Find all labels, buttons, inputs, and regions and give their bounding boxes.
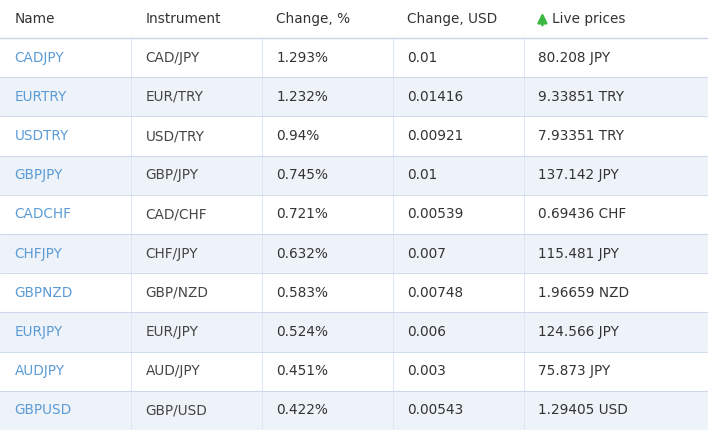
Text: 137.142 JPY: 137.142 JPY [538, 168, 620, 182]
Text: 0.94%: 0.94% [276, 129, 320, 143]
Text: AUDJPY: AUDJPY [14, 364, 64, 378]
Text: Change, USD: Change, USD [407, 12, 498, 26]
Text: CAD/JPY: CAD/JPY [145, 51, 200, 64]
Text: GBPJPY: GBPJPY [14, 168, 63, 182]
Bar [0, 117, 708, 156]
Text: 0.003: 0.003 [407, 364, 446, 378]
Text: USDTRY: USDTRY [14, 129, 69, 143]
Text: Live prices: Live prices [552, 12, 626, 26]
Text: GBP/USD: GBP/USD [145, 403, 207, 418]
Text: 0.00748: 0.00748 [407, 286, 464, 300]
Text: USD/TRY: USD/TRY [145, 129, 205, 143]
Text: EUR/TRY: EUR/TRY [145, 90, 203, 104]
Text: CHFJPY: CHFJPY [14, 246, 62, 261]
Text: 0.451%: 0.451% [276, 364, 329, 378]
Text: GBP/JPY: GBP/JPY [145, 168, 198, 182]
Bar [0, 313, 708, 352]
Text: 0.006: 0.006 [407, 325, 446, 339]
Text: 1.293%: 1.293% [276, 51, 329, 64]
Bar [0, 195, 708, 234]
Text: 124.566 JPY: 124.566 JPY [538, 325, 620, 339]
Text: Instrument: Instrument [145, 12, 221, 26]
Bar [0, 38, 708, 77]
Text: 1.96659 NZD: 1.96659 NZD [538, 286, 629, 300]
Text: 0.01: 0.01 [407, 51, 438, 64]
Text: Name: Name [14, 12, 55, 26]
Bar [0, 0, 708, 38]
Text: 9.33851 TRY: 9.33851 TRY [538, 90, 624, 104]
Text: 0.422%: 0.422% [276, 403, 329, 418]
Text: 80.208 JPY: 80.208 JPY [538, 51, 610, 64]
Bar [0, 352, 708, 391]
Text: Change, %: Change, % [276, 12, 350, 26]
Text: 0.721%: 0.721% [276, 207, 329, 221]
Text: 0.524%: 0.524% [276, 325, 329, 339]
Text: CHF/JPY: CHF/JPY [145, 246, 198, 261]
Text: GBPUSD: GBPUSD [14, 403, 72, 418]
Text: AUD/JPY: AUD/JPY [145, 364, 200, 378]
Text: CADCHF: CADCHF [14, 207, 72, 221]
Text: GBP/NZD: GBP/NZD [145, 286, 208, 300]
Text: 115.481 JPY: 115.481 JPY [538, 246, 620, 261]
Text: GBPNZD: GBPNZD [14, 286, 73, 300]
Text: 0.632%: 0.632% [276, 246, 329, 261]
Text: 0.00539: 0.00539 [407, 207, 464, 221]
Text: 0.007: 0.007 [407, 246, 446, 261]
Bar [0, 273, 708, 313]
Text: 75.873 JPY: 75.873 JPY [538, 364, 611, 378]
Text: EURTRY: EURTRY [14, 90, 67, 104]
Text: 0.00543: 0.00543 [407, 403, 464, 418]
Text: 0.583%: 0.583% [276, 286, 329, 300]
Text: 0.745%: 0.745% [276, 168, 329, 182]
Text: 0.69436 CHF: 0.69436 CHF [538, 207, 627, 221]
Text: 0.01416: 0.01416 [407, 90, 464, 104]
Bar [0, 234, 708, 273]
Text: 0.01: 0.01 [407, 168, 438, 182]
Text: CADJPY: CADJPY [14, 51, 64, 64]
Bar [0, 391, 708, 430]
Text: EUR/JPY: EUR/JPY [145, 325, 198, 339]
Text: 1.232%: 1.232% [276, 90, 329, 104]
Text: 0.00921: 0.00921 [407, 129, 464, 143]
Text: EURJPY: EURJPY [14, 325, 63, 339]
Text: CAD/CHF: CAD/CHF [145, 207, 207, 221]
Text: 1.29405 USD: 1.29405 USD [538, 403, 628, 418]
Bar [0, 77, 708, 117]
Bar [0, 156, 708, 195]
Text: 7.93351 TRY: 7.93351 TRY [538, 129, 624, 143]
